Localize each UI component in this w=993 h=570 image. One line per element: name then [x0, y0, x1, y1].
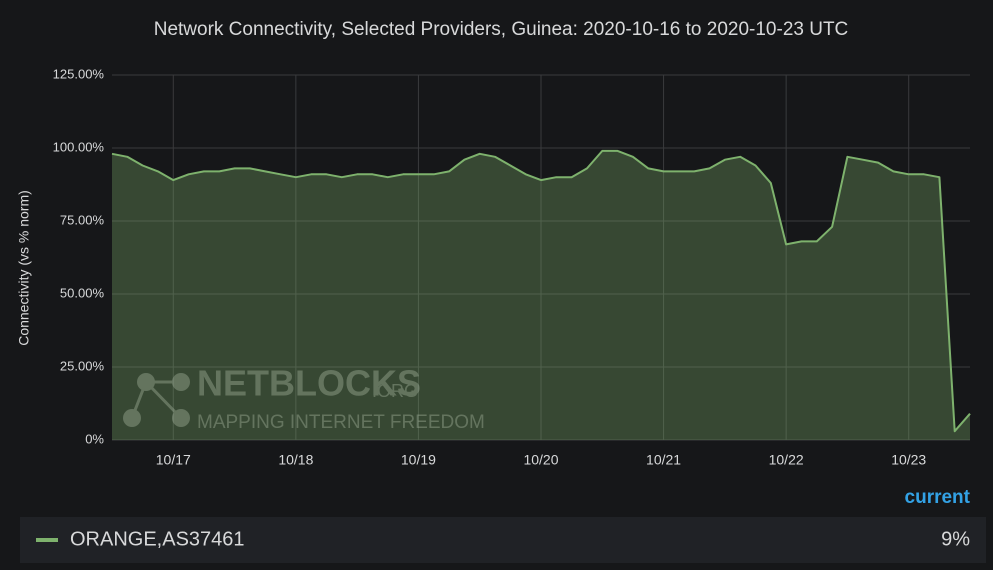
y-axis-label: Connectivity (vs % norm): [16, 190, 32, 346]
y-tick-label: 25.00%: [60, 358, 105, 373]
watermark-tagline: MAPPING INTERNET FREEDOM: [197, 412, 485, 433]
x-tick-label: 10/18: [278, 452, 313, 468]
legend-value: 9%: [941, 528, 970, 550]
watermark-brand: NETBLOCKS: [197, 363, 421, 404]
x-tick-label: 10/17: [156, 452, 191, 468]
legend-row: [20, 517, 986, 563]
x-tick-label: 10/21: [646, 452, 681, 468]
x-tick-label: 10/22: [769, 452, 804, 468]
watermark-icon: [137, 373, 155, 391]
watermark-icon: [172, 409, 190, 427]
watermark: NETBLOCKS .ORG MAPPING INTERNET FREEDOM: [123, 363, 485, 433]
y-tick-label: 50.00%: [60, 285, 105, 300]
y-tick-label: 75.00%: [60, 212, 105, 227]
chart-title: Network Connectivity, Selected Providers…: [154, 19, 849, 40]
x-tick-label: 10/20: [523, 452, 558, 468]
watermark-icon: [123, 409, 141, 427]
y-tick-label: 100.00%: [53, 139, 105, 154]
legend-header: current: [905, 487, 971, 508]
line: [111, 149, 971, 433]
watermark-suffix: .ORG: [372, 381, 418, 401]
area: [112, 150, 970, 440]
y-tick-label: 125.00%: [53, 66, 105, 81]
x-tick-label: 10/23: [891, 452, 926, 468]
x-tick-label: 10/19: [401, 452, 436, 468]
y-tick-label: 0%: [85, 431, 104, 446]
watermark-icon: [172, 373, 190, 391]
legend-label[interactable]: ORANGE,AS37461: [70, 528, 245, 550]
watermark-icon: [130, 380, 183, 420]
